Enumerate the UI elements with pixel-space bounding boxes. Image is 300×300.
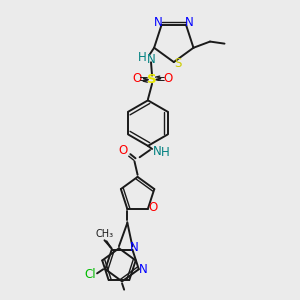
Text: N: N xyxy=(130,241,139,254)
Text: S: S xyxy=(174,57,182,70)
Text: Cl: Cl xyxy=(84,268,96,281)
Text: N: N xyxy=(153,145,162,158)
Text: O: O xyxy=(118,143,128,157)
Text: =: = xyxy=(155,73,165,86)
Text: H: H xyxy=(138,51,147,64)
Text: N: N xyxy=(147,53,155,66)
Text: S: S xyxy=(147,73,157,86)
Text: =: = xyxy=(139,73,149,86)
Text: O: O xyxy=(148,201,158,214)
Text: CH₃: CH₃ xyxy=(95,229,114,239)
Text: N: N xyxy=(154,16,163,29)
Text: O: O xyxy=(132,72,141,85)
Text: H: H xyxy=(161,146,170,159)
Text: N: N xyxy=(139,263,147,276)
Text: O: O xyxy=(163,72,172,85)
Text: N: N xyxy=(185,16,194,29)
